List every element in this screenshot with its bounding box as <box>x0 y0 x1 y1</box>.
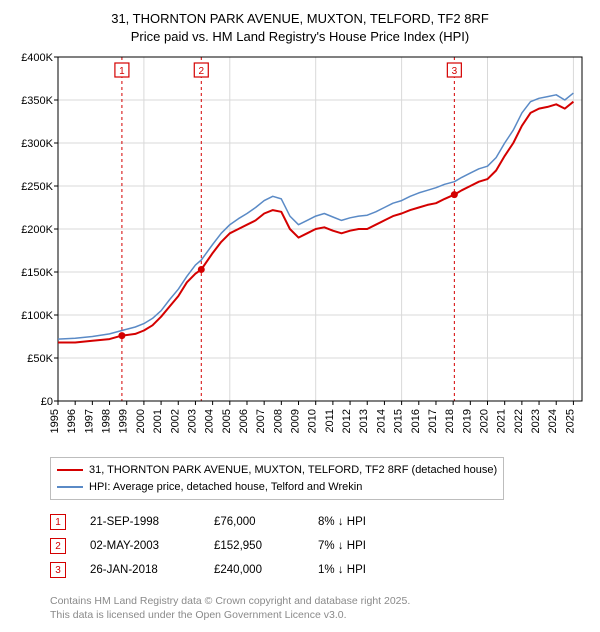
svg-text:2019: 2019 <box>461 409 473 433</box>
svg-text:2007: 2007 <box>255 409 267 433</box>
transaction-price: £152,950 <box>214 540 294 552</box>
svg-text:1: 1 <box>119 66 125 77</box>
transaction-row: 1 21-SEP-1998 £76,000 8% ↓ HPI <box>50 510 590 534</box>
svg-text:2011: 2011 <box>324 409 336 433</box>
svg-text:2010: 2010 <box>307 409 319 433</box>
svg-text:2000: 2000 <box>135 409 147 433</box>
svg-text:2018: 2018 <box>444 409 456 433</box>
legend: 31, THORNTON PARK AVENUE, MUXTON, TELFOR… <box>50 457 504 500</box>
svg-text:2013: 2013 <box>358 409 370 433</box>
transaction-hpi-delta: 1% ↓ HPI <box>318 564 408 576</box>
svg-text:2008: 2008 <box>272 409 284 433</box>
svg-text:£0: £0 <box>41 396 53 408</box>
transaction-date: 21-SEP-1998 <box>90 516 190 528</box>
title-line-1: 31, THORNTON PARK AVENUE, MUXTON, TELFOR… <box>10 10 590 28</box>
transaction-date: 26-JAN-2018 <box>90 564 190 576</box>
legend-row: HPI: Average price, detached house, Telf… <box>57 479 497 496</box>
svg-text:2015: 2015 <box>393 409 405 433</box>
legend-swatch <box>57 469 83 471</box>
svg-text:£100K: £100K <box>21 310 53 322</box>
svg-text:2014: 2014 <box>375 409 387 433</box>
svg-text:£50K: £50K <box>27 353 53 365</box>
footer-line-2: This data is licensed under the Open Gov… <box>50 608 590 622</box>
footer: Contains HM Land Registry data © Crown c… <box>50 594 590 622</box>
svg-text:£400K: £400K <box>21 52 53 64</box>
svg-text:1999: 1999 <box>118 409 130 433</box>
transaction-marker-box: 1 <box>50 514 66 530</box>
transaction-row: 2 02-MAY-2003 £152,950 7% ↓ HPI <box>50 534 590 558</box>
legend-label: HPI: Average price, detached house, Telf… <box>89 479 362 496</box>
svg-text:2025: 2025 <box>564 409 576 433</box>
figure: 31, THORNTON PARK AVENUE, MUXTON, TELFOR… <box>10 10 590 622</box>
transaction-price: £240,000 <box>214 564 294 576</box>
svg-text:2022: 2022 <box>513 409 525 433</box>
transaction-price: £76,000 <box>214 516 294 528</box>
transaction-marker-box: 3 <box>50 562 66 578</box>
svg-text:2003: 2003 <box>186 409 198 433</box>
svg-text:£300K: £300K <box>21 138 53 150</box>
legend-label: 31, THORNTON PARK AVENUE, MUXTON, TELFOR… <box>89 462 497 479</box>
svg-text:2016: 2016 <box>410 409 422 433</box>
svg-text:1997: 1997 <box>83 409 95 433</box>
svg-text:2001: 2001 <box>152 409 164 433</box>
svg-text:2004: 2004 <box>204 409 216 433</box>
transactions-table: 1 21-SEP-1998 £76,000 8% ↓ HPI 2 02-MAY-2003 £… <box>50 510 590 582</box>
footer-line-1: Contains HM Land Registry data © Crown c… <box>50 594 590 608</box>
transaction-hpi-delta: 8% ↓ HPI <box>318 516 408 528</box>
chart: £0 £50K £100K £150K £200K £250K £300K £350K £400… <box>10 51 590 451</box>
svg-text:2021: 2021 <box>496 409 508 433</box>
svg-text:2006: 2006 <box>238 409 250 433</box>
svg-text:3: 3 <box>452 66 458 77</box>
title-line-2: Price paid vs. HM Land Registry's House … <box>10 28 590 46</box>
svg-text:£150K: £150K <box>21 267 53 279</box>
svg-text:2020: 2020 <box>479 409 491 433</box>
svg-text:2: 2 <box>199 66 205 77</box>
transaction-marker-box: 2 <box>50 538 66 554</box>
svg-text:2023: 2023 <box>530 409 542 433</box>
svg-text:2012: 2012 <box>341 409 353 433</box>
transaction-row: 3 26-JAN-2018 £240,000 1% ↓ HPI <box>50 558 590 582</box>
svg-text:1998: 1998 <box>101 409 113 433</box>
svg-text:£250K: £250K <box>21 181 53 193</box>
svg-text:2009: 2009 <box>290 409 302 433</box>
legend-swatch <box>57 486 83 488</box>
transaction-date: 02-MAY-2003 <box>90 540 190 552</box>
legend-row: 31, THORNTON PARK AVENUE, MUXTON, TELFOR… <box>57 462 497 479</box>
svg-text:2017: 2017 <box>427 409 439 433</box>
svg-text:£200K: £200K <box>21 224 53 236</box>
title-block: 31, THORNTON PARK AVENUE, MUXTON, TELFOR… <box>10 10 590 45</box>
svg-text:1995: 1995 <box>49 409 61 433</box>
svg-text:2005: 2005 <box>221 409 233 433</box>
transaction-hpi-delta: 7% ↓ HPI <box>318 540 408 552</box>
svg-text:£350K: £350K <box>21 95 53 107</box>
svg-text:2024: 2024 <box>547 409 559 433</box>
svg-text:1996: 1996 <box>66 409 78 433</box>
chart-svg: £0 £50K £100K £150K £200K £250K £300K £350K £400… <box>10 51 590 451</box>
svg-text:2002: 2002 <box>169 409 181 433</box>
